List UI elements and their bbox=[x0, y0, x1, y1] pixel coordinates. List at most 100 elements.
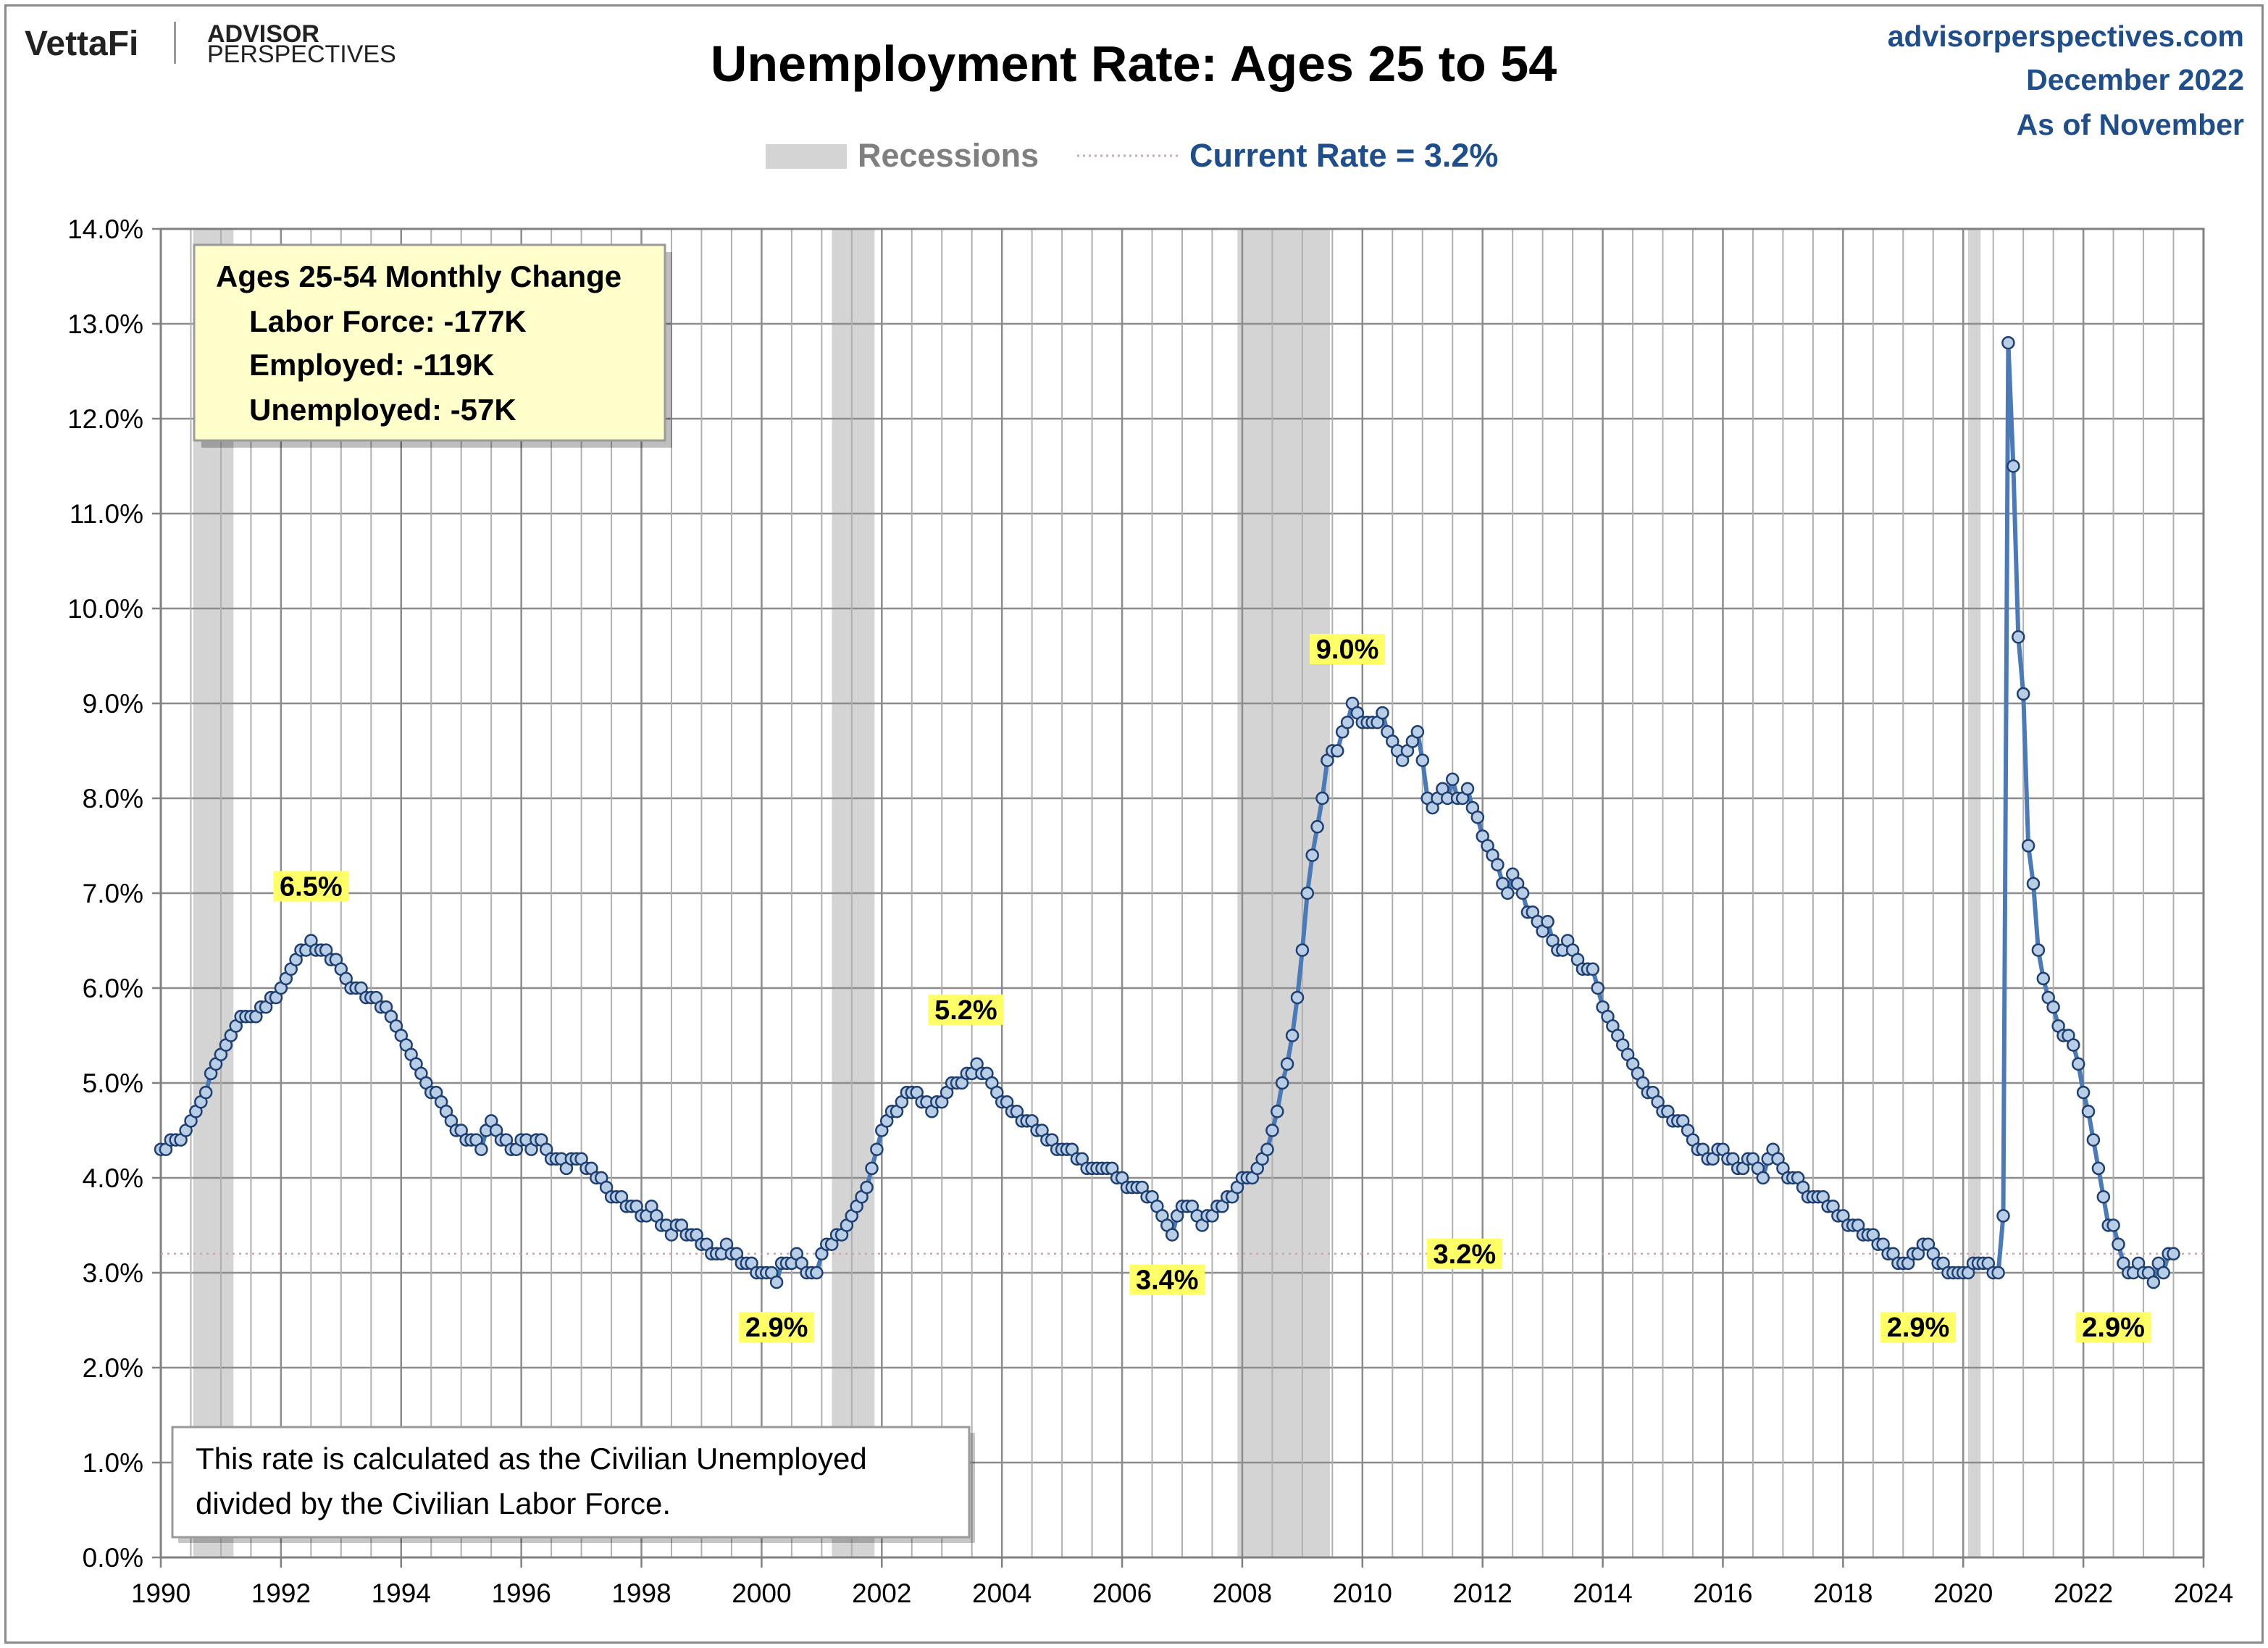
info-box-title: Ages 25-54 Monthly Change bbox=[216, 259, 622, 293]
x-tick-label: 2012 bbox=[1453, 1578, 1512, 1608]
legend-recessions-label: Recessions bbox=[858, 137, 1039, 174]
data-point bbox=[2007, 459, 2020, 473]
x-tick-label: 2010 bbox=[1333, 1578, 1392, 1608]
x-axis-ticks: 1990 1992 1994 1996 1998 2000 2002 2004 2006 2008… bbox=[131, 1557, 2233, 1608]
data-point bbox=[1295, 943, 1310, 957]
logo-divider bbox=[174, 22, 176, 64]
chart-title: Unemployment Rate: Ages 25 to 54 bbox=[711, 35, 1557, 92]
vettafi-logo: VettaFi ADVISOR PERSPECTIVES bbox=[25, 20, 396, 68]
x-tick-label: 2018 bbox=[1813, 1578, 1872, 1608]
x-tick-label: 2004 bbox=[972, 1578, 1032, 1608]
annotation-label-bg bbox=[1880, 1312, 1957, 1343]
data-point bbox=[1410, 725, 1425, 739]
data-point bbox=[2086, 1133, 2101, 1147]
y-tick-label: 1.0% bbox=[83, 1448, 143, 1478]
x-tick-label: 1992 bbox=[251, 1578, 311, 1608]
logo-vettafi-text: VettaFi bbox=[25, 25, 138, 63]
logo-advisor-text: ADVISOR bbox=[207, 20, 319, 48]
data-point bbox=[2021, 839, 2035, 853]
data-point bbox=[1501, 886, 1515, 900]
annotation-label-bg bbox=[928, 994, 1004, 1025]
data-point bbox=[2081, 1105, 2096, 1118]
y-tick-label: 6.0% bbox=[83, 974, 143, 1003]
y-tick-label: 12.0% bbox=[67, 404, 143, 434]
annotation-label: 9.0% bbox=[1316, 635, 1379, 665]
data-point bbox=[1290, 990, 1305, 1005]
y-tick-label: 9.0% bbox=[83, 689, 143, 719]
note-line-2: divided by the Civilian Labor Force. bbox=[196, 1486, 671, 1521]
y-tick-label: 5.0% bbox=[83, 1068, 143, 1098]
info-unemployed: Unemployed: -57K bbox=[249, 393, 516, 427]
note-line-1: This rate is calculated as the Civilian … bbox=[196, 1442, 867, 1476]
data-point bbox=[2076, 1085, 2091, 1100]
x-tick-label: 2016 bbox=[1693, 1578, 1752, 1608]
data-point bbox=[1470, 810, 1485, 824]
current-rate-label: 3.2% bbox=[1434, 1239, 1497, 1270]
annotation-label: 2.9% bbox=[745, 1313, 808, 1343]
x-tick-label: 2006 bbox=[1092, 1578, 1152, 1608]
legend-recession-swatch bbox=[766, 144, 847, 169]
annotation-label-bg bbox=[1129, 1264, 1205, 1295]
data-point bbox=[2026, 877, 2041, 891]
y-tick-label: 11.0% bbox=[70, 499, 143, 529]
data-point bbox=[1586, 962, 1600, 976]
data-point bbox=[2012, 630, 2025, 644]
data-point bbox=[2112, 1237, 2125, 1251]
current-rate-label-bg bbox=[1426, 1238, 1502, 1269]
data-point bbox=[1991, 1266, 2005, 1280]
y-tick-label: 0.0% bbox=[83, 1543, 143, 1573]
data-point bbox=[1331, 744, 1344, 758]
data-point bbox=[2091, 1161, 2106, 1176]
data-point bbox=[2016, 687, 2030, 701]
data-point bbox=[1996, 1209, 2010, 1223]
data-point bbox=[1460, 782, 1475, 796]
annotation-label: 6.5% bbox=[280, 872, 343, 903]
data-point bbox=[2146, 1275, 2161, 1289]
x-tick-label: 1998 bbox=[611, 1578, 671, 1608]
data-point bbox=[860, 1180, 874, 1195]
data-point bbox=[1275, 1076, 1289, 1090]
y-tick-label: 10.0% bbox=[67, 594, 143, 624]
data-point bbox=[1165, 1228, 1179, 1242]
annotation-label-bg bbox=[2075, 1312, 2151, 1343]
y-tick-label: 14.0% bbox=[67, 214, 143, 244]
data-point bbox=[2071, 1057, 2085, 1071]
annotation-label: 2.9% bbox=[2082, 1313, 2145, 1343]
x-tick-label: 1996 bbox=[491, 1578, 551, 1608]
y-tick-label: 13.0% bbox=[67, 309, 143, 339]
annotation-label-bg bbox=[273, 871, 349, 902]
y-tick-label: 2.0% bbox=[83, 1353, 143, 1383]
monthly-change-box: Ages 25-54 Monthly Change Labor Force: -… bbox=[193, 243, 672, 448]
data-point bbox=[2167, 1247, 2180, 1261]
x-tick-label: 1990 bbox=[131, 1578, 191, 1608]
data-point bbox=[1515, 886, 1530, 900]
x-tick-label: 2002 bbox=[852, 1578, 911, 1608]
data-point bbox=[769, 1275, 784, 1289]
data-point bbox=[1541, 915, 1554, 929]
value-callouts: 6.5% 2.9% 5.2% 3.4% 9.0% 2.9% 2.9% 3.2% bbox=[273, 634, 2151, 1343]
data-point bbox=[1491, 858, 1505, 871]
annotation-label-bg bbox=[1310, 634, 1386, 664]
data-points bbox=[154, 335, 2180, 1289]
legend: Recessions Current Rate = 3.2% bbox=[766, 137, 1498, 174]
data-point bbox=[1315, 791, 1329, 806]
data-point bbox=[2156, 1266, 2170, 1280]
note-panel bbox=[171, 1426, 971, 1539]
data-point bbox=[2001, 335, 2015, 350]
report-date: December 2022 bbox=[2026, 63, 2244, 96]
data-point bbox=[1280, 1057, 1294, 1071]
data-point bbox=[1265, 1124, 1279, 1137]
data-point bbox=[2031, 943, 2046, 957]
info-employed: Employed: -119K bbox=[249, 348, 494, 382]
data-point bbox=[870, 1142, 884, 1156]
data-point bbox=[1271, 1105, 1284, 1118]
data-point bbox=[2106, 1218, 2120, 1232]
data-point bbox=[2067, 1038, 2080, 1052]
data-point bbox=[810, 1266, 824, 1280]
logo-perspectives-text: PERSPECTIVES bbox=[207, 41, 396, 68]
method-note: This rate is calculated as the Civilian … bbox=[171, 1426, 975, 1543]
annotation-label: 5.2% bbox=[934, 995, 997, 1026]
data-point bbox=[1756, 1171, 1770, 1185]
